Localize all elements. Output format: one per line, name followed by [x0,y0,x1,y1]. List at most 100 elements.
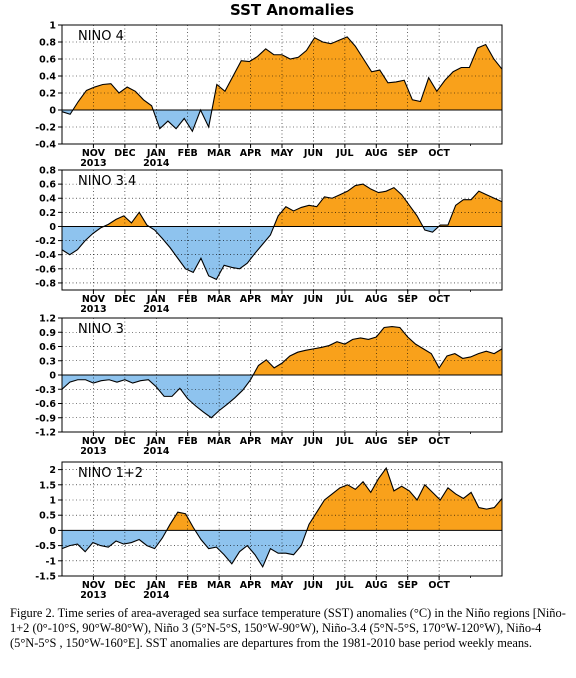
panel-title: NINO 4 [78,29,124,44]
x-tick-label: JUL [335,148,353,159]
x-tick-label: JAN [146,436,166,447]
x-tick-label: MAR [207,436,232,447]
y-tick-label: 0.9 [39,328,56,339]
y-tick-label: 0 [49,106,56,117]
x-tick-year: 2013 [80,158,106,169]
x-tick-year: 2014 [143,590,170,600]
x-tick-label: JUN [303,294,323,305]
y-tick-label: -0.6 [35,399,56,410]
x-tick-label: AUG [365,436,388,447]
x-tick-label: JUN [303,148,323,159]
x-tick-label: DEC [114,580,135,591]
x-tick-label: AUG [365,148,388,159]
x-tick-label: FEB [178,436,198,447]
x-tick-label: FEB [178,294,198,305]
x-tick-label: NOV [82,436,106,447]
y-tick-label: -0.5 [35,541,56,552]
y-tick-label: -0.9 [35,413,56,424]
x-tick-year: 2014 [143,304,170,315]
y-tick-label: 1 [49,496,56,507]
y-tick-label: 0.3 [39,356,56,367]
x-tick-label: SEP [398,294,418,305]
x-tick-label: APR [240,148,262,159]
y-tick-label: 0.4 [39,72,56,83]
y-tick-label: 0 [49,526,56,537]
x-tick-label: APR [240,580,262,591]
series-line [61,183,503,281]
series-line [61,466,503,569]
x-tick-label: OCT [428,580,450,591]
x-tick-label: JUN [303,580,323,591]
y-tick-label: 0.6 [39,342,56,353]
figure-caption: Figure 2. Time series of area-averaged s… [10,606,566,650]
y-tick-label: 0.6 [39,180,56,191]
x-tick-year: 2013 [80,590,106,600]
x-tick-label: APR [240,294,262,305]
y-tick-label: 1.2 [39,314,56,325]
y-tick-label: 0.5 [39,511,56,522]
panel-title: NINO 3 [78,322,124,337]
y-tick-label: 0 [49,371,56,382]
sst-anomalies-figure: SST Anomalies -0.4-0.200.20.40.60.81NOV2… [35,1,503,600]
y-tick-label: -1.5 [35,572,56,583]
x-tick-label: OCT [428,436,450,447]
y-tick-label: -1 [45,556,56,567]
x-tick-label: MAR [207,148,232,159]
panel-title: NINO 3.4 [78,174,136,189]
x-tick-label: JUL [335,294,353,305]
x-tick-label: JAN [146,148,166,159]
y-tick-label: 1 [49,21,56,32]
x-tick-label: SEP [398,436,418,447]
panel-title: NINO 1+2 [78,466,143,481]
x-tick-label: AUG [365,294,388,305]
y-tick-label: 0.4 [39,194,56,205]
y-tick-label: -1.2 [35,428,56,439]
y-tick-label: 0.8 [39,38,56,49]
x-tick-label: NOV [82,580,106,591]
y-tick-label: -0.4 [35,140,56,151]
x-tick-label: JUL [335,436,353,447]
positive-anomaly-area [62,36,502,110]
y-tick-label: -0.4 [35,250,56,261]
x-tick-year: 2013 [80,304,106,315]
series-line [61,325,503,419]
x-tick-year: 2013 [80,446,106,457]
x-tick-label: DEC [114,294,135,305]
x-tick-label: FEB [178,148,198,159]
x-tick-label: JUL [335,580,353,591]
y-tick-label: 0.8 [39,166,56,177]
y-tick-label: 0.2 [39,89,56,100]
x-tick-label: JAN [146,294,166,305]
x-tick-label: OCT [428,294,450,305]
y-tick-label: -0.2 [35,236,56,247]
x-tick-label: DEC [114,436,135,447]
x-tick-label: MAY [271,436,294,447]
x-tick-year: 2014 [143,158,170,169]
x-tick-year: 2014 [143,446,170,457]
x-tick-label: MAR [207,294,232,305]
x-tick-label: MAY [271,580,294,591]
x-tick-label: SEP [398,148,418,159]
negative-anomaly-area [62,530,502,567]
negative-anomaly-area [62,110,502,132]
y-tick-label: -0.2 [35,123,56,134]
figure-title: SST Anomalies [230,1,354,19]
y-tick-label: 0.6 [39,55,56,66]
y-tick-label: -0.3 [35,385,56,396]
positive-anomaly-area [62,184,502,227]
y-tick-label: 1.5 [39,480,56,491]
x-tick-label: APR [240,436,262,447]
x-tick-label: NOV [82,294,106,305]
positive-anomaly-area [62,468,502,531]
series-line [61,36,503,133]
y-tick-label: 2 [49,465,56,476]
x-tick-label: MAY [271,148,294,159]
negative-anomaly-area [62,226,502,280]
x-tick-label: DEC [114,148,135,159]
x-tick-label: MAY [271,294,294,305]
